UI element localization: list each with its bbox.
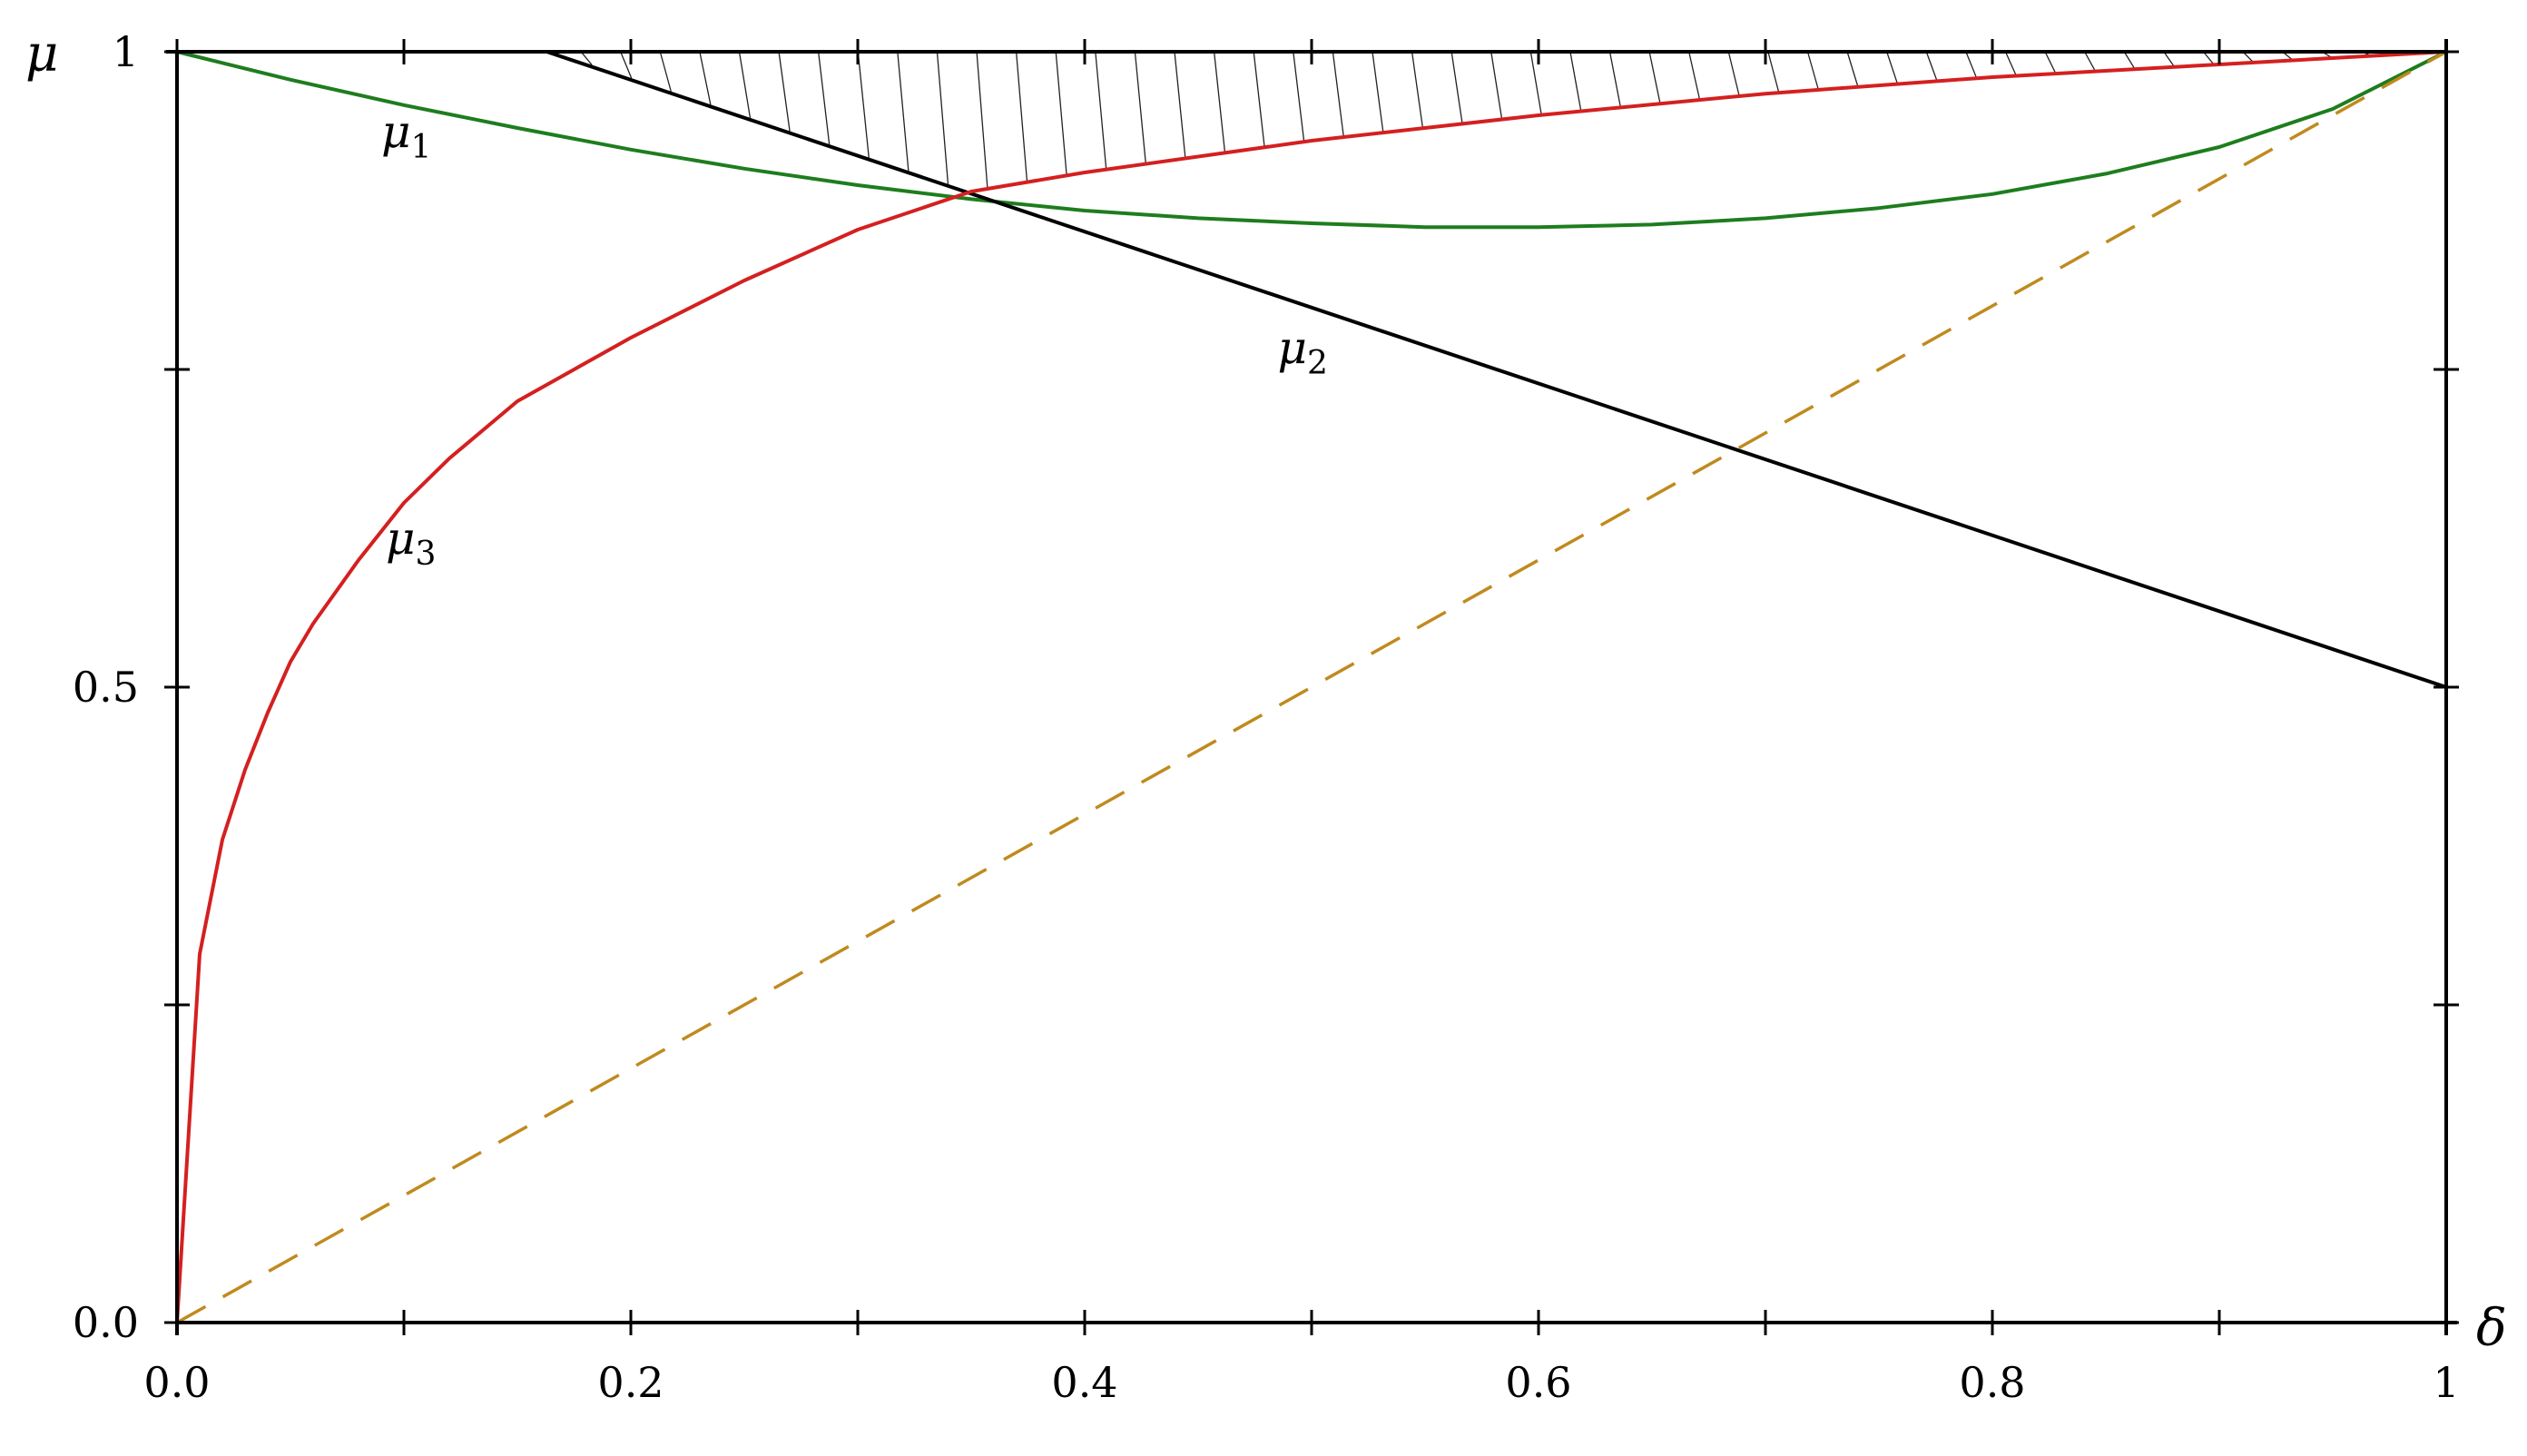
hatch-line <box>936 51 949 184</box>
tick-labels: 0.0 0.2 0.4 0.6 0.8 1 0.0 0.5 1 <box>73 27 2460 1407</box>
diagonal-reference-line <box>176 50 2447 1324</box>
hatch-line <box>1688 51 1701 101</box>
hatch-line <box>1372 51 1384 133</box>
hatch-line <box>738 51 752 119</box>
hatch-line <box>659 51 672 92</box>
hatch-line <box>897 51 910 172</box>
hatch-line <box>2123 51 2136 70</box>
series-line-mu1 <box>176 50 2447 230</box>
x-tick-label: 0.8 <box>1959 1358 2025 1407</box>
hatch-line <box>1490 51 1503 121</box>
hatch-line <box>1293 51 1305 143</box>
hatch-line <box>2044 51 2057 74</box>
hatch-line <box>1648 51 1661 104</box>
hatch-line <box>620 51 633 79</box>
hatch-line <box>1846 51 1859 88</box>
series-line-mu2 <box>546 50 2447 689</box>
series-label-mu1: μ1 <box>381 105 431 166</box>
hatch-line <box>2202 51 2215 66</box>
series-line-mu3 <box>175 50 2447 1323</box>
hatched-region <box>580 51 2413 191</box>
series-label-mu3: μ3 <box>386 512 436 573</box>
hatch-line <box>1529 51 1542 116</box>
y-tick-label: 0.0 <box>73 1298 139 1347</box>
hatch-line <box>2163 51 2176 68</box>
hatch-line <box>976 51 988 191</box>
hatch-line <box>1965 51 1978 79</box>
axes-frame <box>166 39 2457 1335</box>
hatch-line <box>857 51 870 158</box>
x-axis-symbol: δ <box>2476 1299 2507 1358</box>
hatch-line <box>1727 51 1740 97</box>
hatch-line <box>1806 51 1820 91</box>
hatch-line <box>580 51 593 65</box>
y-tick-label: 0.5 <box>73 663 139 712</box>
series-label-mu2: μ2 <box>1278 321 1328 382</box>
x-tick-label: 0.4 <box>1051 1358 1117 1407</box>
hatch-line <box>1253 51 1265 149</box>
hatch-line <box>778 51 791 132</box>
x-tick-label: 0.0 <box>143 1358 210 1407</box>
hatch-line <box>2084 51 2097 73</box>
hatch-line <box>1174 51 1186 160</box>
y-axis-symbol: μ <box>25 25 58 84</box>
hatch-line <box>1095 51 1107 171</box>
hatch-line <box>1134 51 1147 165</box>
axis-ticks <box>164 39 2459 1335</box>
hatch-line <box>1213 51 1226 154</box>
x-tick-label: 0.6 <box>1505 1358 1571 1407</box>
x-tick-label: 0.2 <box>597 1358 664 1407</box>
hatch-line <box>818 51 831 145</box>
hatch-line <box>2004 51 2018 77</box>
hatch-line <box>1332 51 1345 138</box>
y-tick-label: 1 <box>113 27 139 76</box>
hatch-line <box>1450 51 1463 125</box>
hatch-line <box>1886 51 1899 85</box>
plot-lines <box>175 50 2447 1324</box>
hatch-line <box>1767 51 1780 93</box>
x-tick-label: 1 <box>2433 1358 2459 1407</box>
hatch-line <box>1608 51 1622 109</box>
hatch-line <box>699 51 712 105</box>
hatch-line <box>1569 51 1582 113</box>
hatch-line <box>1411 51 1424 130</box>
hatch-line <box>1015 51 1028 183</box>
hatch-line <box>1055 51 1067 177</box>
hatch-line <box>1925 51 1938 83</box>
